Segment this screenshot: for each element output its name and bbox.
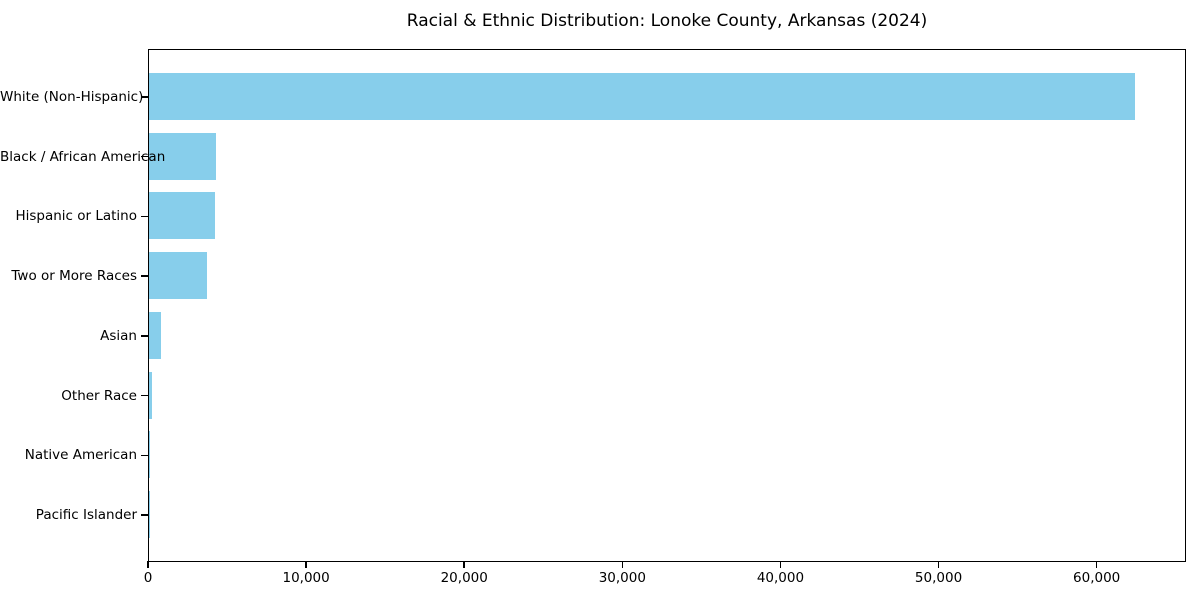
y-tick-mark [141, 215, 148, 218]
y-tick-label: Other Race [61, 387, 137, 404]
bar [149, 311, 162, 359]
bar [149, 431, 151, 479]
x-tick-label: 0 [143, 570, 153, 586]
y-tick-mark [141, 155, 148, 158]
y-tick-mark [141, 96, 148, 98]
plot-area [148, 49, 1186, 562]
y-tick-label: Native American [24, 447, 137, 464]
bar [149, 73, 1136, 120]
x-tick-label: 50,000 [914, 570, 963, 586]
y-tick-label: White (Non-Hispanic) [0, 89, 144, 105]
y-tick-mark [141, 335, 148, 337]
x-tick-mark [779, 561, 782, 568]
bar [149, 252, 207, 300]
y-tick-mark [141, 275, 148, 277]
y-tick-label: Asian [100, 327, 137, 344]
x-tick-mark [621, 561, 624, 568]
x-tick-mark [463, 561, 465, 568]
bar [149, 371, 153, 419]
y-tick-label: Black / African American [0, 148, 166, 165]
y-tick-label: Hispanic or Latino [15, 208, 137, 225]
y-tick-label: Pacific Islander [35, 506, 137, 523]
x-tick-label: 30,000 [598, 570, 646, 586]
x-tick-mark [937, 561, 940, 568]
x-tick-label: 20,000 [440, 570, 488, 586]
x-tick-label: 60,000 [1073, 570, 1121, 586]
y-tick-mark [141, 394, 148, 397]
bar [149, 192, 215, 240]
bar [149, 132, 216, 180]
chart-title: Racial & Ethnic Distribution: Lonoke Cou… [406, 11, 928, 31]
x-tick-mark [1095, 561, 1098, 568]
x-tick-mark [147, 561, 149, 568]
y-tick-label: Two or More Races [11, 268, 137, 285]
x-tick-label: 40,000 [756, 570, 805, 586]
x-tick-mark [305, 561, 307, 568]
y-tick-mark [141, 454, 148, 456]
y-tick-mark [141, 514, 148, 516]
x-tick-label: 10,000 [282, 570, 330, 586]
